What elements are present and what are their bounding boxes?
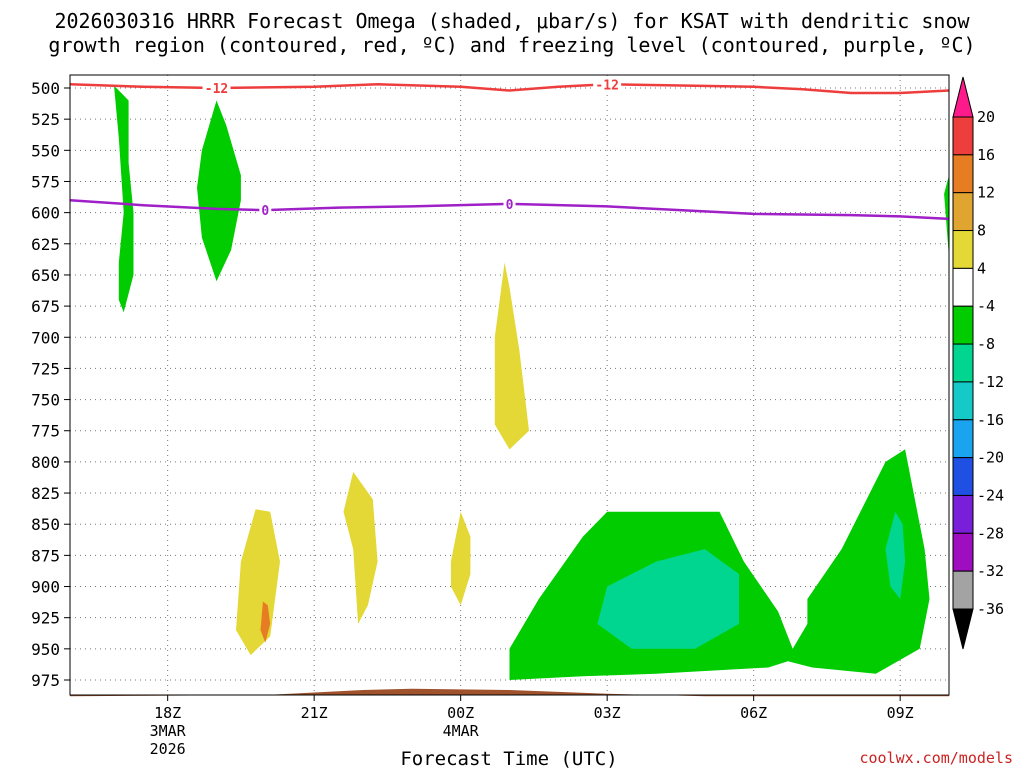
colorbar-label: -16 (977, 411, 1004, 429)
chart-subtitle: growth region (contoured, red, ºC) and f… (48, 33, 976, 57)
colorbar-label: 20 (977, 108, 995, 126)
omega-region (597, 549, 739, 649)
y-tick-label: 525 (31, 110, 60, 129)
colorbar-segment (952, 457, 974, 496)
colorbar-label: 12 (977, 184, 995, 202)
terrain (70, 688, 949, 697)
y-tick-label: 700 (31, 328, 60, 347)
contour-label-bg (503, 196, 516, 211)
colorbar-segment (952, 116, 974, 156)
colorbar-segment (952, 532, 974, 572)
chart-title: 2026030316 HRRR Forecast Omega (shaded, … (54, 9, 970, 33)
contour-label-bg (259, 203, 272, 218)
x-tick-label: 00Z (447, 704, 474, 722)
colorbar-label: 4 (977, 259, 986, 277)
y-tick-label: 625 (31, 235, 60, 254)
x-tick-date: 3MAR (150, 722, 187, 740)
colorbar-segment (952, 230, 974, 269)
colorbar-label: -4 (977, 297, 995, 315)
colorbar-label: -12 (977, 373, 1004, 391)
y-tick-label: 975 (31, 671, 60, 690)
colorbar-segment (952, 570, 974, 610)
colorbar-label: -32 (977, 562, 1004, 580)
y-tick-label: 650 (31, 266, 60, 285)
contour-label: -12 (595, 78, 618, 93)
colorbar-segment (952, 343, 974, 383)
omega-region (885, 511, 906, 599)
colorbar-segment (952, 305, 974, 345)
y-tick-label: 800 (31, 453, 60, 472)
colorbar-segment (952, 192, 974, 232)
y-tick-label: 750 (31, 391, 60, 410)
y-tick-label: 875 (31, 546, 60, 565)
colorbar-label: -24 (977, 486, 1004, 504)
x-axis-label: Forecast Time (UTC) (400, 748, 617, 768)
colorbar-segment (952, 154, 974, 194)
y-tick-label: 775 (31, 422, 60, 441)
y-tick-label: 675 (31, 297, 60, 316)
x-tick-label: 09Z (887, 704, 914, 722)
omega-region (343, 471, 378, 624)
omega-region (450, 511, 471, 606)
contour-label-bg (202, 81, 231, 95)
omega-region (260, 601, 271, 643)
colorbar-label: 16 (977, 146, 995, 164)
colorbar: 20 16 12 8 4 -4 -8 -12 -16 -20 -24 -28 -32 -36 (952, 76, 1004, 650)
x-tick-date: 4MAR (443, 722, 480, 740)
y-tick-label: 925 (31, 609, 60, 628)
contour-labels: -12 -12 0 0 (202, 77, 622, 219)
colorbar-label: -36 (977, 600, 1004, 618)
contour-label: -12 (205, 82, 228, 97)
y-tick-label: 850 (31, 515, 60, 534)
colorbar-bottom-arrow (952, 608, 974, 650)
colorbar-label: -28 (977, 524, 1004, 542)
omega-region (944, 175, 949, 258)
contour-label-bg (593, 77, 622, 92)
grid-lines (70, 75, 949, 695)
colorbar-top-arrow (952, 76, 974, 118)
x-tick-label: 21Z (301, 704, 328, 722)
colorbar-label: -8 (977, 335, 995, 353)
y-tick-label: 950 (31, 640, 60, 659)
colorbar-segment (952, 267, 974, 307)
colorbar-segment (952, 419, 974, 459)
colorbar-segment (952, 494, 974, 534)
y-tick-label: 500 (31, 79, 60, 98)
contour-line (69, 83, 950, 95)
colorbar-segment (952, 381, 974, 421)
y-tick-label: 825 (31, 484, 60, 503)
credit-text: coolwx.com/models (859, 749, 1013, 767)
x-tick-label: 03Z (594, 704, 621, 722)
x-tick-year: 2026 (150, 740, 186, 758)
y-tick-label: 900 (31, 578, 60, 597)
omega-region (197, 100, 241, 282)
x-tick-label: 18Z (154, 704, 181, 722)
omega-region (494, 262, 529, 450)
plot-frame (69, 74, 950, 696)
contour-label: 0 (261, 204, 269, 219)
y-tick-label: 550 (31, 141, 60, 160)
y-axis: 500 525 550 575 600 625 650 675 700 725 750 775 800 8… (31, 79, 70, 690)
y-tick-label: 725 (31, 359, 60, 378)
omega-region (114, 85, 134, 313)
y-tick-label: 575 (31, 172, 60, 191)
y-tick-label: 600 (31, 204, 60, 223)
x-tick-label: 06Z (740, 704, 767, 722)
colorbar-label: -20 (977, 449, 1004, 467)
contour-label: 0 (506, 198, 514, 213)
colorbar-label: 8 (977, 222, 986, 240)
terrain-fill (70, 688, 949, 697)
shaded-regions (114, 85, 949, 680)
